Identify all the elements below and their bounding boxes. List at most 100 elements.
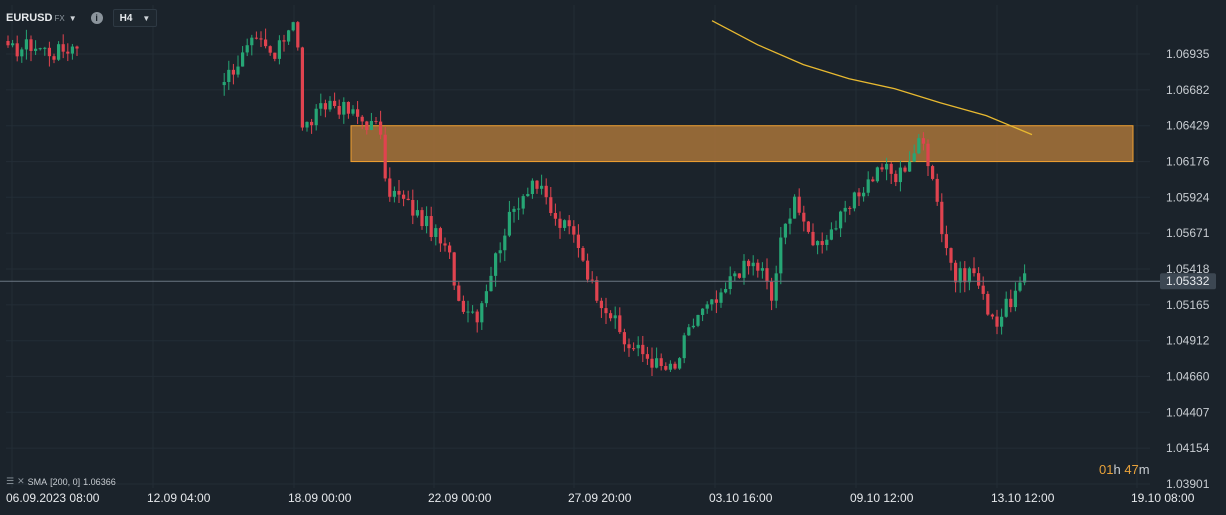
candle-body	[894, 173, 898, 183]
candle-body	[687, 327, 691, 336]
candle-up	[1023, 264, 1027, 286]
candle-body	[586, 260, 590, 280]
candle-up	[498, 242, 502, 263]
indicator-legend: ☰ ✕ SMA [200, 0] 1.06366	[6, 476, 116, 487]
candle-down	[475, 309, 479, 333]
candle-down	[954, 260, 958, 293]
candle-body	[806, 221, 810, 232]
chevron-down-icon[interactable]: ▼	[68, 14, 77, 23]
candle-body	[415, 210, 419, 216]
candle-down	[360, 115, 364, 130]
candle-body	[774, 273, 778, 301]
candle-down	[848, 206, 852, 215]
candle-up	[241, 46, 245, 67]
candle-body	[981, 285, 985, 294]
candle-up	[563, 219, 567, 232]
candle-body	[75, 46, 79, 49]
candle-body	[765, 268, 769, 282]
candle-body	[222, 82, 226, 86]
candle-body	[590, 279, 594, 281]
candle-body	[839, 211, 843, 229]
candle-down	[977, 267, 981, 289]
candle-body	[6, 41, 10, 46]
candle-body	[604, 308, 608, 314]
candle-body	[912, 153, 916, 162]
candle-body	[287, 30, 291, 42]
candle-up	[342, 97, 346, 124]
candle-body	[296, 22, 300, 48]
candle-body	[1013, 290, 1017, 308]
candle-down	[549, 186, 553, 216]
candle-body	[908, 161, 912, 172]
y-tick-label: 1.04660	[1166, 369, 1210, 383]
candle-body	[498, 250, 502, 254]
candle-body	[254, 37, 258, 39]
candle-body	[314, 108, 318, 126]
candle-body	[521, 196, 525, 209]
candle-body	[880, 167, 884, 170]
candle-body	[866, 179, 870, 193]
menu-icon[interactable]: ☰	[6, 476, 15, 486]
candle-down	[461, 295, 465, 315]
candle-up	[705, 301, 709, 314]
candle-body	[673, 363, 677, 369]
sma-200-line	[711, 20, 1033, 136]
candle-down	[990, 313, 994, 320]
y-tick-label: 1.06682	[1166, 83, 1210, 97]
candle-up	[392, 186, 396, 203]
candle-down	[995, 309, 999, 335]
candle-down	[558, 211, 562, 239]
candle-body	[701, 308, 705, 315]
candle-down	[972, 257, 976, 277]
candle-body	[595, 280, 599, 301]
x-tick-label: 19.10 08:00	[1131, 491, 1195, 505]
symbol-selector[interactable]: EURUSD FX ▼	[6, 12, 77, 24]
candle-body	[986, 293, 990, 315]
close-icon[interactable]: ✕	[17, 476, 25, 486]
candle-up	[719, 288, 723, 308]
candle-body	[820, 241, 824, 245]
y-tick-label: 1.05165	[1166, 298, 1210, 312]
candle-down	[737, 273, 741, 279]
candle-body	[337, 105, 341, 115]
candle-up	[43, 46, 47, 56]
info-icon[interactable]: i	[90, 12, 103, 24]
candle-body	[328, 100, 332, 110]
candle-up	[480, 301, 484, 330]
candle-body	[425, 216, 429, 227]
candle-up	[277, 35, 281, 65]
candle-countdown: 01h 47m	[1099, 462, 1150, 477]
timeframe-selector[interactable]: H4 ▼	[112, 9, 158, 27]
y-tick-label: 1.06935	[1166, 47, 1210, 61]
candle-up	[866, 171, 870, 197]
candle-body	[1004, 298, 1008, 317]
candle-down	[811, 223, 815, 247]
candle-body	[572, 226, 576, 235]
candle-up	[852, 191, 856, 212]
candle-body	[737, 273, 741, 278]
candle-up	[489, 266, 493, 292]
candle-body	[696, 314, 700, 326]
candle-body	[443, 243, 447, 246]
x-tick-label: 12.09 04:00	[147, 491, 211, 505]
candle-body	[926, 143, 930, 167]
candle-body	[346, 101, 350, 114]
candle-down	[986, 291, 990, 316]
candle-body	[236, 66, 240, 75]
candle-up	[319, 93, 323, 116]
candle-up	[24, 29, 28, 60]
candle-body	[250, 37, 254, 46]
candle-body	[760, 268, 764, 271]
candle-up	[751, 255, 755, 276]
candle-body	[38, 48, 42, 50]
candle-body	[70, 46, 74, 54]
candle-down	[535, 180, 539, 194]
candle-body	[871, 179, 875, 182]
candle-down	[714, 290, 718, 314]
candle-body	[954, 262, 958, 283]
candle-body	[719, 292, 723, 303]
candle-body	[406, 198, 410, 200]
candle-body	[268, 46, 272, 53]
candle-body	[52, 56, 56, 60]
